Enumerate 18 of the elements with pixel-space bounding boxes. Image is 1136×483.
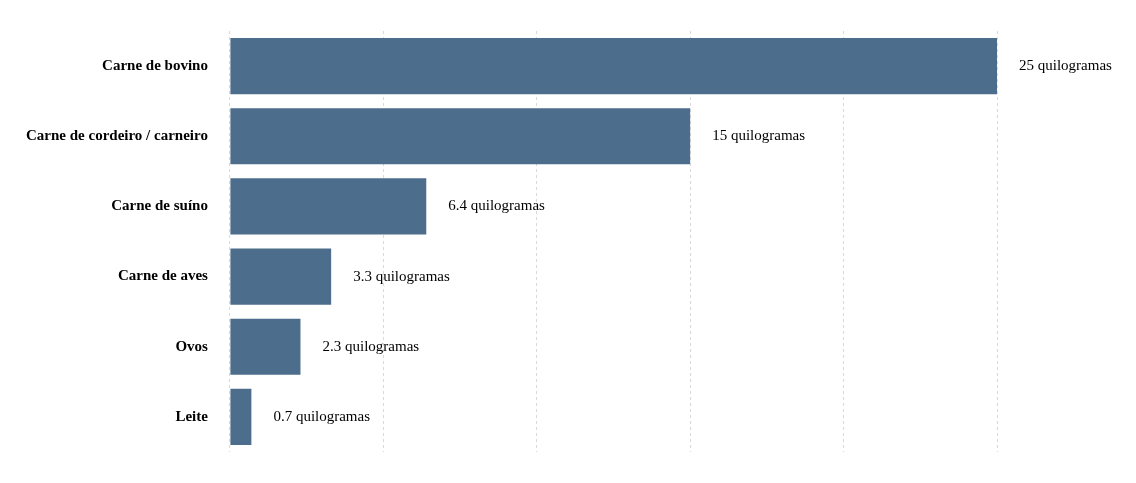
bar [230, 318, 301, 375]
bar [230, 108, 691, 165]
data-label: 6.4 quilogramas [448, 197, 546, 214]
y-tick-label: Carne de suíno [111, 197, 208, 214]
bar [230, 388, 252, 445]
bar [230, 38, 997, 95]
data-label: 25 quilogramas [1019, 57, 1113, 74]
bar [230, 248, 332, 305]
data-label: 2.3 quilogramas [322, 337, 420, 354]
data-label: 0.7 quilogramas [273, 407, 371, 424]
y-tick-label: Leite [175, 407, 209, 424]
bar [230, 178, 427, 235]
y-tick-label: Ovos [175, 337, 209, 354]
data-label: 15 quilogramas [712, 127, 806, 144]
y-tick-label: Carne de cordeiro / carneiro [25, 127, 208, 144]
y-tick-label: Carne de bovino [102, 56, 208, 73]
y-tick-label: Carne de aves [117, 267, 209, 284]
data-label: 3.3 quilogramas [353, 267, 450, 284]
